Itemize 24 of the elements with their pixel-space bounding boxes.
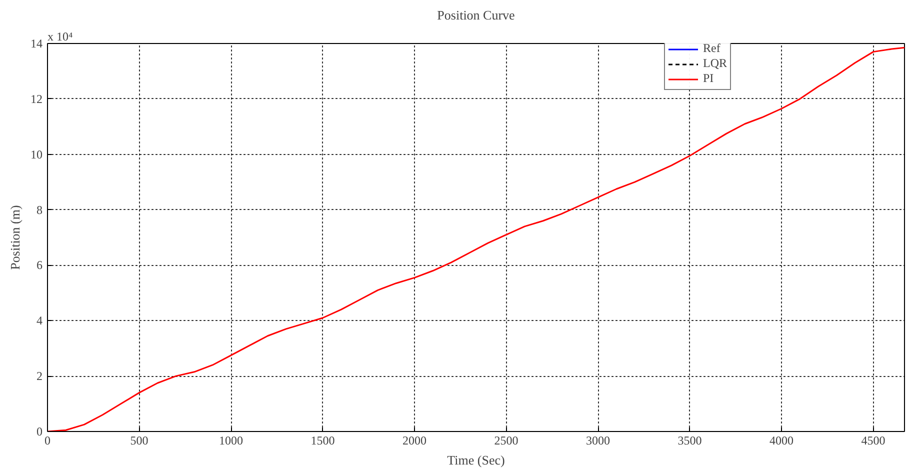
- y-axis-title: Position (m): [8, 205, 22, 270]
- x-tick-label: 1500: [310, 434, 335, 448]
- y-tick-label: 6: [36, 258, 42, 272]
- y-tick-label: 2: [36, 369, 42, 384]
- x-axis-title: Time (Sec): [447, 452, 505, 468]
- legend-label: PI: [703, 71, 715, 86]
- annotation: x 10⁴: [48, 30, 73, 44]
- legend-label: LQR: [703, 56, 727, 71]
- chart-title: Position Curve: [437, 8, 516, 22]
- y-tick-label: 0: [36, 424, 42, 438]
- y-tick-label: 10: [30, 147, 42, 162]
- legend-label: Ref: [703, 42, 722, 56]
- x-tick-label: 500: [130, 434, 148, 448]
- x-tick-label: 3500: [678, 434, 702, 448]
- x-tick-label: 1000: [219, 434, 244, 448]
- x-tick-label: 2500: [494, 434, 518, 448]
- x-tick-label: 2000: [402, 434, 427, 448]
- y-tick-label: 8: [36, 202, 42, 217]
- x-tick-label: 4000: [770, 434, 794, 448]
- y-tick-label: 12: [30, 92, 42, 106]
- y-tick-label: 14: [30, 36, 42, 50]
- x-tick-label: 4500: [861, 434, 886, 448]
- y-tick-label: 4: [36, 314, 42, 328]
- x-tick-label: 3000: [586, 434, 610, 448]
